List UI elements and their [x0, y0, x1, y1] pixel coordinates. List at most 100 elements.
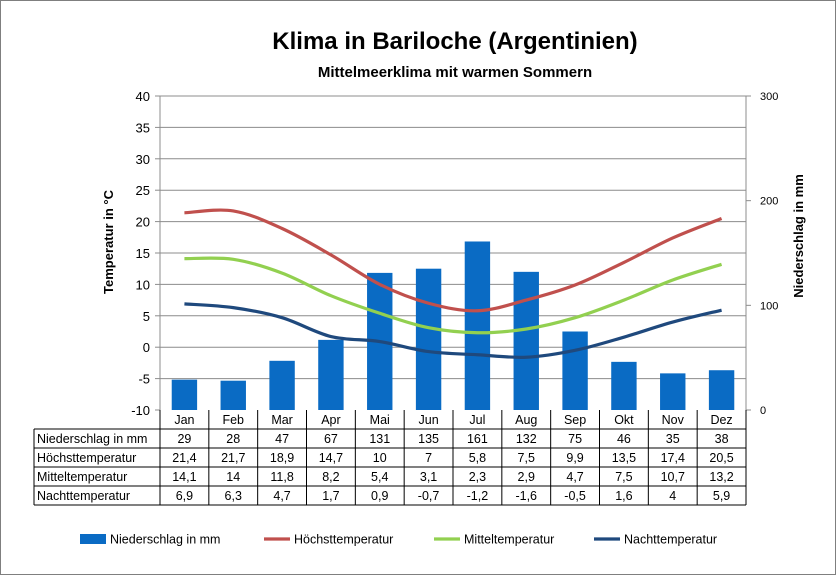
table-cell: 18,9 [270, 451, 294, 465]
table-cell: 6,9 [176, 489, 193, 503]
y-left-tick-label: 30 [136, 152, 150, 167]
x-tick-label: Mar [271, 413, 293, 427]
gridlines [160, 95, 746, 380]
table-cell: -1,6 [515, 489, 537, 503]
table-cell: 5,8 [469, 451, 486, 465]
table-cell: 135 [418, 432, 439, 446]
y-axis-left-label: Temperatur in °C [101, 189, 116, 294]
x-tick-label: Feb [222, 413, 244, 427]
table-row-label: Niederschlag in mm [37, 432, 147, 446]
table-cell: 6,3 [225, 489, 242, 503]
y-right-tick-label: 200 [760, 196, 778, 208]
table-cell: 20,5 [709, 451, 733, 465]
legend-label: Mitteltemperatur [464, 533, 554, 547]
precipitation-bar [464, 241, 491, 410]
table-cell: 29 [177, 432, 191, 446]
table-cell: -0,5 [564, 489, 586, 503]
x-tick-label: Apr [321, 413, 340, 427]
table-cell: 14 [226, 470, 240, 484]
table-cell: 2,9 [518, 470, 535, 484]
chart-subtitle: Mittelmeerklima mit warmen Sommern [318, 64, 592, 81]
y-left-tick-label: 5 [143, 309, 150, 324]
x-tick-label: Aug [515, 413, 537, 427]
y-left-tick-label: 15 [136, 246, 150, 261]
table-cell: 28 [226, 432, 240, 446]
table-cell: -0,7 [418, 489, 440, 503]
x-tick-label: Okt [614, 413, 634, 427]
x-tick-label: Dez [710, 413, 732, 427]
precipitation-bar [611, 361, 637, 410]
table-cell: 67 [324, 432, 338, 446]
table-cell: 35 [666, 432, 680, 446]
table-cell: 0,9 [371, 489, 388, 503]
table-row-label: Mitteltemperatur [37, 470, 127, 484]
table-cell: 5,4 [371, 470, 388, 484]
table-cell: 2,3 [469, 470, 486, 484]
legend-label: Höchsttemperatur [294, 533, 393, 547]
table-cell: 10 [373, 451, 387, 465]
y-right-tick-label: 300 [760, 91, 778, 103]
table-cell: 132 [516, 432, 537, 446]
table-cell: 10,7 [661, 470, 685, 484]
precipitation-bar [513, 271, 539, 410]
precipitation-bars [171, 241, 735, 410]
temperature-lines [184, 208, 723, 359]
table-cell: 4 [669, 489, 676, 503]
table-cell: 7,5 [518, 451, 535, 465]
table-row-label: Höchsttemperatur [37, 451, 136, 465]
y-right-tick-label: 100 [760, 300, 778, 312]
table-cell: 14,1 [172, 470, 196, 484]
x-tick-label: Mai [370, 413, 390, 427]
table-cell: 21,7 [221, 451, 245, 465]
table-cell: 8,2 [322, 470, 339, 484]
axes: 40 35 30 25 20 15 10 5 0 -5 -10 300 200 100 0 [131, 89, 778, 418]
table-cell: 21,4 [172, 451, 196, 465]
table-cell: 46 [617, 432, 631, 446]
precipitation-bar [171, 379, 198, 410]
precipitation-bar [415, 268, 442, 410]
x-tick-label: Nov [662, 413, 685, 427]
precipitation-bar [220, 380, 246, 410]
table-cell: 7 [425, 451, 432, 465]
y-left-tick-label: -10 [131, 403, 150, 418]
precipitation-bar [660, 373, 686, 410]
table-cell: 4,7 [273, 489, 290, 503]
table-cell: 13,5 [612, 451, 636, 465]
precipitation-bar [562, 331, 588, 410]
table-cell: 131 [369, 432, 390, 446]
night-temperature-line [184, 302, 722, 359]
table-row-label: Nachttemperatur [37, 489, 130, 503]
y-left-tick-label: 35 [136, 120, 150, 135]
y-left-tick-label: 25 [136, 183, 150, 198]
x-tick-label: Jan [174, 413, 194, 427]
table-cell: 9,9 [566, 451, 583, 465]
table-cell: 38 [715, 432, 729, 446]
mean-temperature-line [184, 256, 723, 335]
table-cell: 75 [568, 432, 582, 446]
y-left-tick-label: 20 [136, 215, 150, 230]
table-cell: 7,5 [615, 470, 632, 484]
y-left-tick-label: 40 [136, 89, 150, 104]
chart-title: Klima in Bariloche (Argentinien) [272, 28, 637, 55]
table-cell: 14,7 [319, 451, 343, 465]
data-table: Jan Feb Mar Apr Mai Jun Jul Aug Sep Okt Nov Dez Nied… [33, 410, 747, 506]
table-cell: -1,2 [467, 489, 489, 503]
y-left-tick-label: 0 [143, 340, 150, 355]
table-cell: 17,4 [661, 451, 685, 465]
precipitation-bar [318, 339, 344, 410]
table-cell: 5,9 [713, 489, 730, 503]
x-tick-label: Sep [564, 413, 586, 427]
precipitation-bar [269, 360, 295, 410]
legend-label: Niederschlag in mm [110, 533, 220, 547]
table-cell: 4,7 [566, 470, 583, 484]
x-tick-label: Jun [419, 413, 439, 427]
table-cell: 3,1 [420, 470, 437, 484]
max-temperature-line [184, 208, 723, 313]
table-cell: 1,6 [615, 489, 632, 503]
legend-label: Nachttemperatur [624, 533, 717, 547]
y-left-tick-label: -5 [138, 372, 150, 387]
x-tick-label: Jul [469, 413, 485, 427]
legend-swatch [80, 534, 106, 544]
precipitation-bar [708, 370, 735, 410]
